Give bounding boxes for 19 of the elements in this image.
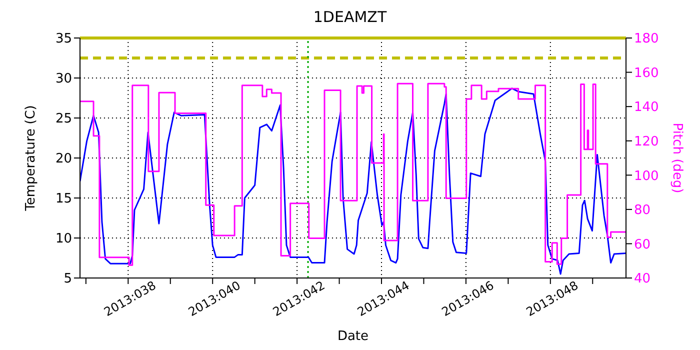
y2-tick-label: 100 bbox=[634, 168, 659, 184]
y2-tick-label: 180 bbox=[634, 32, 659, 47]
y2-tick-label: 120 bbox=[634, 134, 659, 150]
y2-tick-label: 160 bbox=[634, 66, 659, 81]
y-tick-label: 25 bbox=[55, 112, 72, 127]
y2-tick-label: 140 bbox=[634, 100, 659, 116]
y-tick-label: 10 bbox=[55, 232, 72, 247]
y-tick-label: 5 bbox=[64, 272, 72, 287]
chart-title: 1DEAMZT bbox=[312, 8, 388, 26]
y-tick-label: 20 bbox=[55, 152, 72, 167]
y-tick-label: 30 bbox=[55, 72, 72, 87]
y2-tick-label: 80 bbox=[634, 203, 651, 218]
y2-tick-label: 60 bbox=[634, 237, 651, 252]
y2-tick-label: 40 bbox=[634, 272, 651, 287]
x-axis-title: Date bbox=[337, 329, 369, 344]
y-tick-label: 15 bbox=[55, 192, 72, 207]
y-axis-title: Temperature (C) bbox=[24, 105, 39, 212]
y2-axis-title: Pitch (deg) bbox=[669, 122, 684, 194]
y-tick-label: 35 bbox=[55, 32, 72, 47]
